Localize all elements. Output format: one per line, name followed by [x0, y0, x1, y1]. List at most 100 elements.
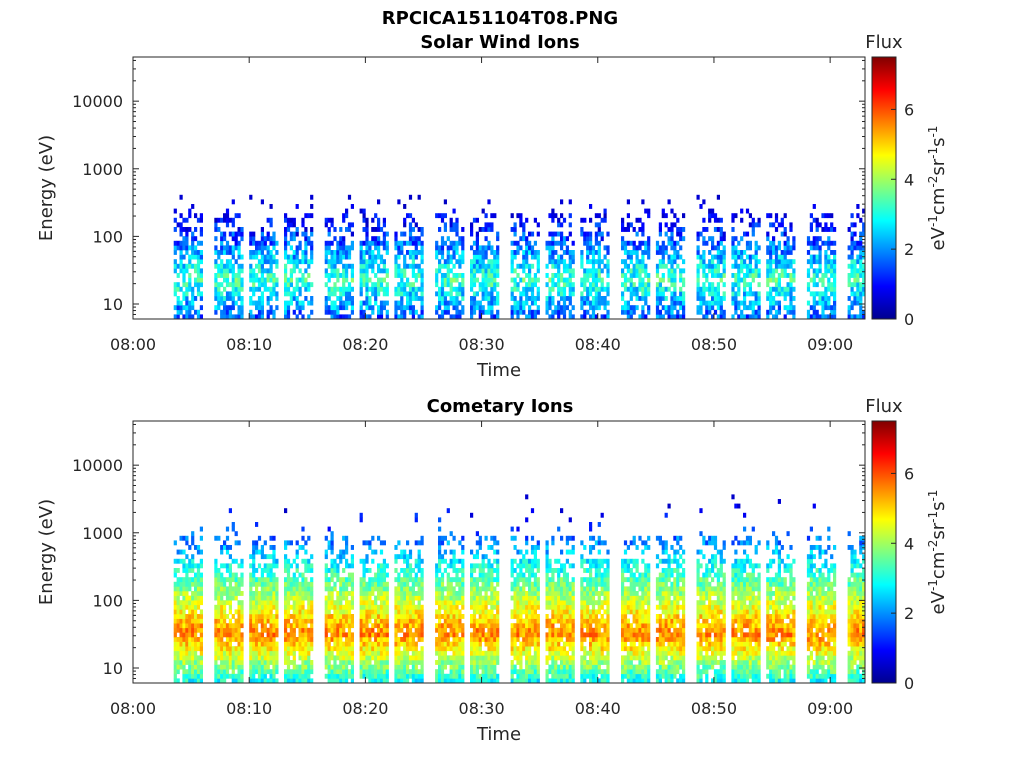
spectrogram-cell — [289, 231, 293, 237]
spectrogram-cell — [240, 577, 244, 583]
spectrogram-cell — [420, 614, 424, 619]
spectrogram-cell — [196, 572, 201, 578]
spectrogram-cell — [519, 245, 523, 251]
spectrogram-cell — [304, 540, 308, 546]
spectrogram-cell — [510, 309, 514, 315]
spectrogram-cell — [411, 660, 415, 665]
spectrogram-cell — [458, 660, 462, 665]
spectrogram-cell — [772, 273, 776, 278]
spectrogram-cell — [411, 568, 415, 573]
spectrogram-cell — [234, 664, 238, 670]
spectrogram-cell — [220, 595, 224, 601]
spectrogram-cell — [272, 231, 276, 237]
spectrogram-cell — [196, 623, 201, 629]
spectrogram-cell — [301, 595, 305, 601]
spectrogram-cell — [269, 535, 273, 541]
spectrogram-cell — [472, 568, 477, 573]
spectrogram-cell — [310, 568, 314, 573]
spectrogram-cell — [295, 604, 299, 610]
spectrogram-cell — [536, 250, 540, 255]
spectrogram-cell — [263, 600, 267, 606]
spectrogram-cell — [472, 254, 477, 260]
spectrogram-cell — [394, 254, 398, 260]
spectrogram-cell — [237, 291, 241, 297]
spectrogram-cell — [519, 296, 523, 301]
spectrogram-cell — [397, 595, 401, 601]
spectrogram-cell — [379, 286, 384, 292]
spectrogram-cell — [446, 632, 450, 638]
spectrogram-cell — [470, 595, 474, 601]
spectrogram-cell — [182, 614, 186, 619]
spectrogram-cell — [458, 291, 462, 297]
spectrogram-cell — [470, 296, 474, 301]
spectrogram-cell — [397, 650, 401, 656]
spectrogram-cell — [307, 669, 311, 675]
spectrogram-cell — [734, 213, 738, 219]
spectrogram-cell — [475, 305, 479, 311]
spectrogram-cell — [196, 240, 201, 246]
spectrogram-cell — [440, 296, 445, 301]
spectrogram-cell — [551, 296, 555, 301]
spectrogram-cell — [783, 291, 787, 297]
spectrogram-cell — [676, 263, 680, 269]
spectrogram-cell — [400, 655, 404, 661]
spectrogram-cell — [406, 664, 410, 670]
spectrogram-cell — [766, 277, 770, 283]
spectrogram-cell — [252, 568, 256, 573]
spectrogram-cell — [562, 277, 567, 283]
spectrogram-cell — [324, 268, 328, 274]
spectrogram-cell — [719, 300, 723, 306]
spectrogram-cell — [377, 199, 381, 205]
spectrogram-cell — [228, 600, 232, 606]
spectrogram-cell — [324, 673, 328, 679]
spectrogram-cell — [533, 273, 537, 278]
spectrogram-cell — [377, 263, 381, 269]
spectrogram-cell — [414, 673, 418, 679]
spectrogram-cell — [496, 268, 500, 274]
spectrogram-cell — [414, 595, 418, 601]
spectrogram-cell — [490, 227, 494, 232]
spectrogram-cell — [342, 581, 346, 587]
spectrogram-cell — [284, 650, 288, 656]
spectrogram-cell — [420, 558, 424, 564]
spectrogram-cell — [263, 609, 267, 615]
spectrogram-cell — [374, 660, 378, 665]
spectrogram-cell — [438, 300, 442, 306]
spectrogram-cell — [173, 305, 177, 311]
spectrogram-cell — [327, 664, 331, 670]
spectrogram-cell — [217, 568, 221, 573]
spectrogram-cell — [400, 650, 404, 656]
spectrogram-cell — [458, 664, 462, 670]
spectrogram-cell — [286, 609, 291, 615]
spectrogram-cell — [487, 673, 491, 679]
spectrogram-cell — [257, 300, 262, 306]
spectrogram-cell — [188, 632, 192, 638]
spectrogram-cell — [455, 623, 459, 629]
spectrogram-cell — [783, 314, 787, 320]
spectrogram-cell — [240, 650, 244, 656]
spectrogram-cells — [173, 494, 866, 684]
spectrogram-cell — [406, 577, 410, 583]
spectrogram-cell — [377, 568, 381, 573]
spectrogram-cell — [589, 305, 593, 311]
spectrogram-cell — [217, 664, 221, 670]
spectrogram-cell — [420, 632, 424, 638]
spectrogram-cell — [257, 609, 262, 615]
spectrogram-cell — [237, 664, 241, 670]
spectrogram-cell — [345, 609, 349, 615]
spectrogram-cell — [257, 263, 262, 269]
spectrogram-cell — [339, 627, 343, 633]
spectrogram-cell — [475, 300, 479, 306]
spectrogram-cell — [301, 669, 305, 675]
spectrogram-cell — [408, 554, 413, 560]
spectrogram-cell — [394, 669, 398, 675]
spectrogram-cell — [452, 250, 456, 255]
spectrogram-cell — [304, 245, 308, 251]
spectrogram-cell — [347, 250, 352, 255]
spectrogram-cell — [734, 305, 738, 311]
spectrogram-cell — [783, 268, 787, 274]
spectrogram-cell — [603, 300, 607, 306]
spectrogram-cell — [225, 600, 230, 606]
spectrogram-cell — [487, 655, 491, 661]
spectrogram-cell — [182, 623, 186, 629]
